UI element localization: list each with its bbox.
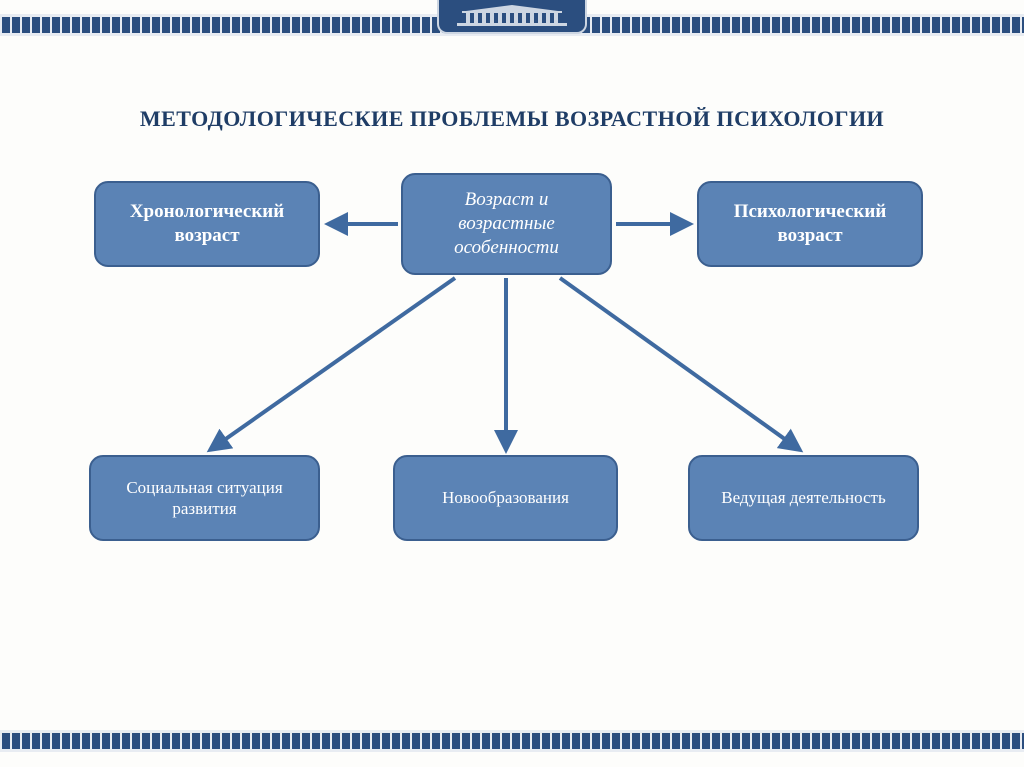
edge-top-center-to-bottom-left bbox=[210, 278, 455, 450]
edge-top-center-to-bottom-right bbox=[560, 278, 800, 450]
node-bottom-left: Социальная ситуацияразвития bbox=[89, 455, 320, 541]
building-badge bbox=[437, 0, 587, 34]
node-bottom-right: Ведущая деятельность bbox=[688, 455, 919, 541]
node-bottom-mid: Новообразования bbox=[393, 455, 618, 541]
diagram-title: МЕТОДОЛОГИЧЕСКИЕ ПРОБЛЕМЫ ВОЗРАСТНОЙ ПСИ… bbox=[0, 106, 1024, 132]
node-top-left: Хронологическийвозраст bbox=[94, 181, 320, 267]
bottom-greek-border bbox=[0, 730, 1024, 752]
node-top-center: Возраст ивозрастныеособенности bbox=[401, 173, 612, 275]
node-top-right: Психологическийвозраст bbox=[697, 181, 923, 267]
